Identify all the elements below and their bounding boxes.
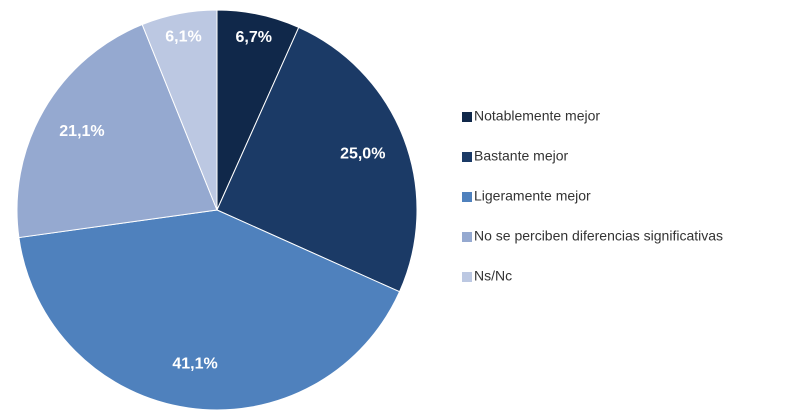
value-label: 21,1% [59,123,104,140]
legend: Notablemente mejor Bastante mejor Ligerame… [462,108,723,284]
legend-swatch [462,232,472,242]
legend-label: Ligeramente mejor [474,188,591,204]
legend-swatch [462,192,472,202]
value-label: 6,1% [165,28,201,45]
pie: 6,7% 25,0% 41,1% 21,1% 6,1% [16,9,418,411]
value-label: 41,1% [172,356,217,373]
pie-slice [16,23,218,239]
legend-label: Notablemente mejor [474,108,600,124]
pie-slice [216,26,418,293]
legend-label: Ns/Nc [474,268,512,284]
pie-slice [18,209,401,411]
legend-swatch [462,112,472,122]
legend-swatch [462,272,472,282]
value-label: 25,0% [340,146,385,163]
legend-swatch [462,152,472,162]
value-label: 6,7% [236,29,272,46]
legend-label: Bastante mejor [474,148,568,164]
legend-label: No se perciben diferencias significativa… [474,228,723,244]
pie-slice [141,9,218,211]
